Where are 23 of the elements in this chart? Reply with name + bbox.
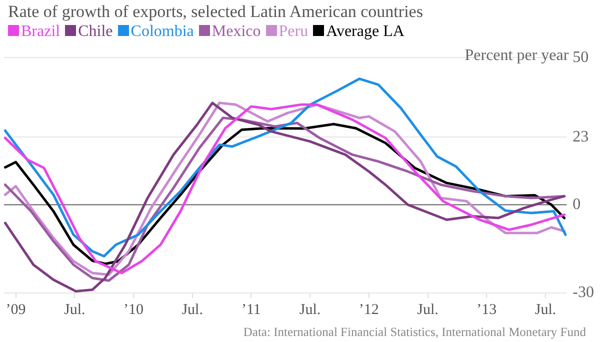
x-tick-label: ’10 <box>123 302 144 318</box>
legend-label: Peru <box>278 22 308 42</box>
x-tick-label: Jul. <box>182 302 203 318</box>
text: Data: International Financial Statistics, International Monetary Fund <box>243 325 586 340</box>
x-tick-label: ’13 <box>476 302 497 318</box>
x-tick-label: ’11 <box>241 302 261 318</box>
x-tick-label: ’12 <box>358 302 379 318</box>
y-tick-label: 50 <box>572 48 589 66</box>
y-tick-label: -30 <box>572 284 594 302</box>
legend-label: Average LA <box>325 22 404 42</box>
x-tick-label: Jul. <box>417 302 438 318</box>
y-axis-title: Percent per year <box>464 46 570 64</box>
x-tick-label: Jul. <box>299 302 321 318</box>
y-tick-label: 23 <box>572 128 589 146</box>
legend-label: Chile <box>77 22 113 42</box>
legend-label: Colombia <box>130 22 194 42</box>
x-tick-label: Jul. <box>534 302 556 318</box>
chart-title: Rate of growth of exports, selected Latin American countries <box>7 1 424 22</box>
legend-label: Mexico <box>210 22 261 42</box>
y-tick-label: 0 <box>572 196 581 213</box>
x-tick-label: Jul. <box>64 302 86 318</box>
legend-label: Brazil <box>20 22 60 42</box>
x-tick-label: ’09 <box>6 302 26 318</box>
